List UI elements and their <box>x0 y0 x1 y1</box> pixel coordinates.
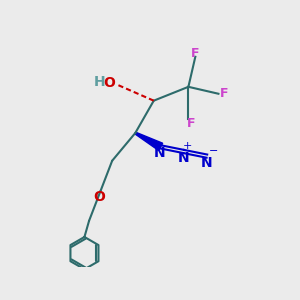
Text: H: H <box>94 75 105 89</box>
Text: F: F <box>187 117 195 130</box>
Text: F: F <box>191 47 200 60</box>
Polygon shape <box>135 132 163 151</box>
Text: +: + <box>183 141 193 152</box>
Text: O: O <box>94 190 105 204</box>
Text: O: O <box>103 76 115 90</box>
Text: N: N <box>201 156 213 170</box>
Text: N: N <box>154 146 165 160</box>
Text: −: − <box>209 146 218 156</box>
Text: F: F <box>220 87 229 100</box>
Text: N: N <box>178 151 190 165</box>
